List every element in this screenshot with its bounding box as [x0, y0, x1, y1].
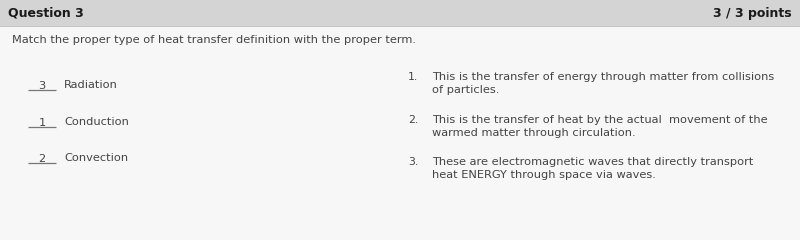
Bar	[0, 0, 800, 26]
Text: 1: 1	[38, 118, 46, 128]
Text: This is the transfer of energy through matter from collisions: This is the transfer of energy through m…	[432, 72, 774, 82]
Text: This is the transfer of heat by the actual  movement of the: This is the transfer of heat by the actu…	[432, 115, 768, 125]
Text: 2: 2	[38, 154, 46, 164]
Text: 3: 3	[38, 81, 46, 91]
Text: of particles.: of particles.	[432, 85, 499, 95]
Text: Match the proper type of heat transfer definition with the proper term.: Match the proper type of heat transfer d…	[12, 35, 416, 45]
Text: 1.: 1.	[408, 72, 418, 82]
Text: 3 / 3 points: 3 / 3 points	[714, 6, 792, 19]
Text: Conduction: Conduction	[64, 117, 129, 127]
Text: Convection: Convection	[64, 153, 128, 163]
Text: 3.: 3.	[408, 157, 418, 167]
Text: 2.: 2.	[408, 115, 418, 125]
Text: Radiation: Radiation	[64, 80, 118, 90]
Text: warmed matter through circulation.: warmed matter through circulation.	[432, 128, 636, 138]
Text: These are electromagnetic waves that directly transport: These are electromagnetic waves that dir…	[432, 157, 754, 167]
Text: heat ENERGY through space via waves.: heat ENERGY through space via waves.	[432, 170, 656, 180]
Text: Question 3: Question 3	[8, 6, 84, 19]
